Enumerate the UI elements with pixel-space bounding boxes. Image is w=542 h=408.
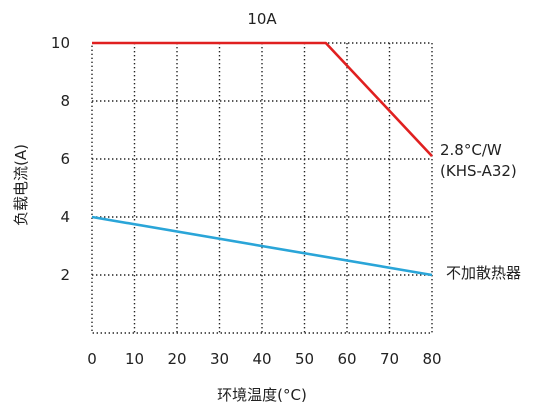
y-axis-label: 负载电流(A) [12,144,30,226]
plot-frame [91,42,433,334]
series-line-1 [92,41,433,157]
x-tick-label: 30 [210,350,229,368]
chart-title: 10A [247,10,277,28]
series-label: 不加散热器 [446,264,521,282]
grid [91,42,433,334]
series-line-2 [91,215,433,277]
y-tick-label: 10 [51,34,70,52]
x-tick-label: 10 [125,350,144,368]
x-tick-label: 50 [295,350,314,368]
y-tick-label: 8 [60,92,70,110]
tick-labels: 0 10 20 30 40 50 60 70 80 2 4 6 8 10 [51,34,442,368]
series-label: 2.8°C/W [440,141,502,159]
series-layer [91,41,433,277]
series-label: (KHS-A32) [440,162,517,180]
x-tick-label: 80 [422,350,441,368]
x-tick-label: 60 [337,350,356,368]
y-tick-label: 2 [60,266,70,284]
x-tick-label: 20 [167,350,186,368]
x-axis-label: 环境温度(°C) [217,386,307,404]
x-tick-label: 70 [380,350,399,368]
y-tick-label: 4 [60,208,70,226]
x-tick-label: 40 [252,350,271,368]
x-tick-label: 0 [87,350,97,368]
series-labels: 2.8°C/W (KHS-A32) 不加散热器 [440,141,521,282]
y-tick-label: 6 [60,150,70,168]
